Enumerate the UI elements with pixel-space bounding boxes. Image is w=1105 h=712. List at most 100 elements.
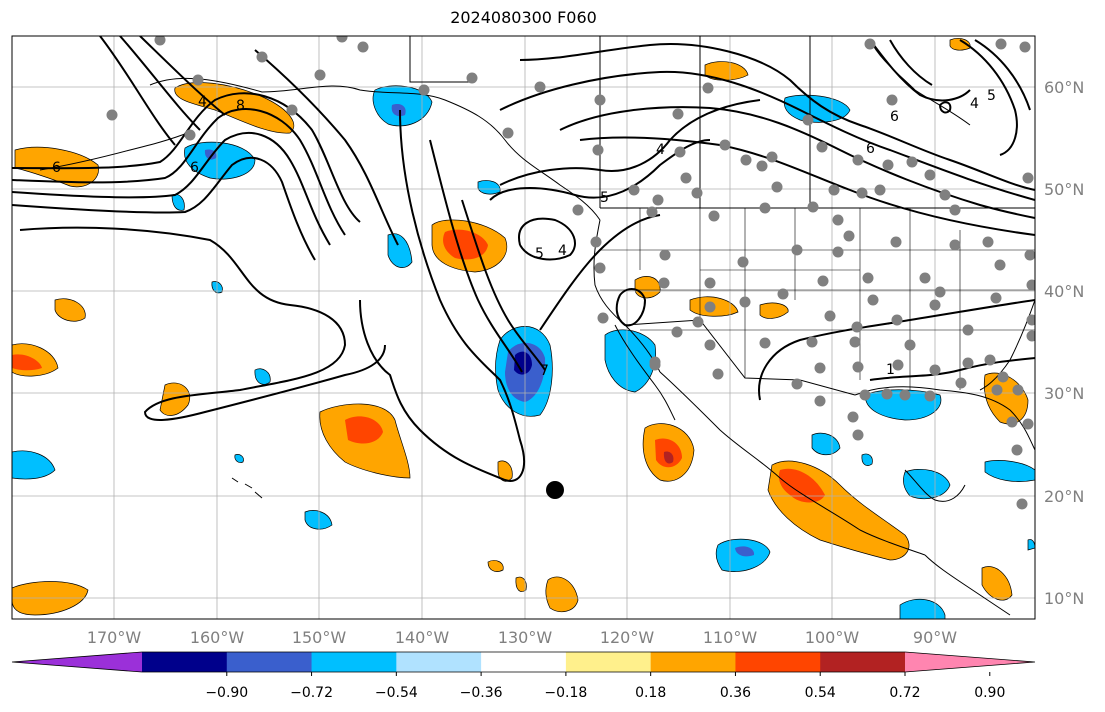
station-dot [995, 38, 1007, 50]
shade-positive-canada-n [704, 61, 749, 81]
contour-label: 4 [970, 96, 979, 112]
contour-label: 6 [890, 109, 899, 125]
station-dot [984, 354, 996, 366]
colorbar-tick-label: 0.36 [720, 685, 751, 701]
station-dot [1016, 498, 1028, 510]
station-dot [874, 184, 886, 196]
lon-label: 130°W [498, 628, 553, 647]
lon-label: 140°W [395, 628, 450, 647]
station-dot [740, 154, 752, 166]
station-markers [106, 36, 1035, 510]
contour-line-20 [539, 214, 661, 331]
shade-negative-east2 [1027, 539, 1035, 551]
station-dot [856, 187, 868, 199]
station-dot [906, 156, 918, 168]
shade-negative-small1 [171, 194, 185, 211]
station-dot [816, 141, 828, 153]
station-dot [934, 286, 946, 298]
station-dot [994, 259, 1006, 271]
lat-label: 50°N [1044, 180, 1084, 199]
station-dot [886, 94, 898, 106]
station-dot [759, 337, 771, 349]
shade-negative-west-edge [12, 450, 56, 480]
station-dot [658, 277, 670, 289]
shade-positive-hudson [949, 38, 971, 51]
contour-line-10 [359, 109, 525, 482]
shade-negative-hawaii-s [304, 510, 333, 530]
station-dot [828, 184, 840, 196]
contour-line-16 [579, 136, 1035, 236]
station-dot [807, 201, 819, 213]
station-dot [708, 210, 720, 222]
colorbar-segment [650, 652, 736, 672]
station-dot [939, 189, 951, 201]
station-dot [649, 359, 661, 371]
contour-label: 4 [656, 142, 665, 158]
colorbar-tick-label: 0.90 [974, 685, 1005, 701]
station-dot [154, 36, 166, 46]
station-dot [704, 277, 716, 289]
lon-label: 120°W [600, 628, 655, 647]
station-dot [192, 74, 204, 86]
shade-negative-small6 [234, 454, 244, 463]
station-dot [756, 160, 768, 172]
coast-mexico [659, 371, 926, 556]
lat-label: 60°N [1044, 78, 1084, 97]
colorbar-segment [820, 652, 906, 672]
station-dot [864, 38, 876, 50]
station-dot [852, 429, 864, 441]
station-dot [691, 187, 703, 199]
station-dot [572, 204, 584, 216]
shade-positive-south3 [487, 560, 504, 572]
station-dot [924, 390, 936, 402]
station-dot [534, 81, 546, 93]
map-title: 2024080300 F060 [450, 8, 597, 27]
colorbar-segment [311, 652, 397, 672]
lon-label: 150°W [292, 628, 347, 647]
station-dot [791, 244, 803, 256]
lon-label: 90°W [913, 628, 957, 647]
lat-label: 10°N [1044, 589, 1084, 608]
colorbar-tick-label: −0.18 [544, 685, 587, 701]
shade-positive-south [497, 460, 513, 482]
contour-label: 6 [866, 141, 875, 157]
station-dot [867, 294, 879, 306]
shade-positive-south2 [545, 576, 579, 613]
contour-line-28 [869, 357, 1035, 381]
station-dot [852, 361, 864, 373]
station-dot [759, 202, 771, 214]
station-dot [106, 109, 118, 121]
station-dot [737, 256, 749, 268]
colorbar-segment [396, 652, 482, 672]
contour-line-25 [959, 39, 1018, 156]
station-dot [286, 104, 298, 116]
station-dot [990, 292, 1002, 304]
station-dot [814, 362, 826, 374]
station-dot [597, 312, 609, 324]
contour-line-9 [19, 226, 386, 421]
hawaii-islands [231, 477, 263, 499]
colorbar-extend-low [12, 652, 142, 672]
station-dot [466, 72, 478, 84]
contour-label: 6 [190, 160, 199, 176]
positive-anomaly-shading [12, 38, 1029, 616]
station-dot [949, 204, 961, 216]
contour-line-2 [12, 108, 346, 236]
station-dot [955, 377, 967, 389]
station-dot [594, 262, 606, 274]
station-dot [1019, 41, 1031, 53]
coast-yucatan [904, 469, 966, 502]
colorbar-outline [11, 651, 1036, 673]
lat-label: 30°N [1044, 384, 1084, 403]
contour-line-21 [615, 288, 647, 327]
colorbar-segment [481, 652, 567, 672]
lon-label: 100°W [805, 628, 860, 647]
station-dot [1006, 416, 1018, 428]
contour-labels: 4 8 6 6 5 4 4 6 5 6 4 5 1 7 [52, 88, 996, 379]
station-dot [929, 364, 941, 376]
station-dot [357, 41, 369, 53]
station-dot [702, 82, 714, 94]
colorbar-tick-label: 0.18 [635, 685, 666, 701]
station-dot [847, 411, 859, 423]
shade-positive-se [981, 566, 1013, 601]
